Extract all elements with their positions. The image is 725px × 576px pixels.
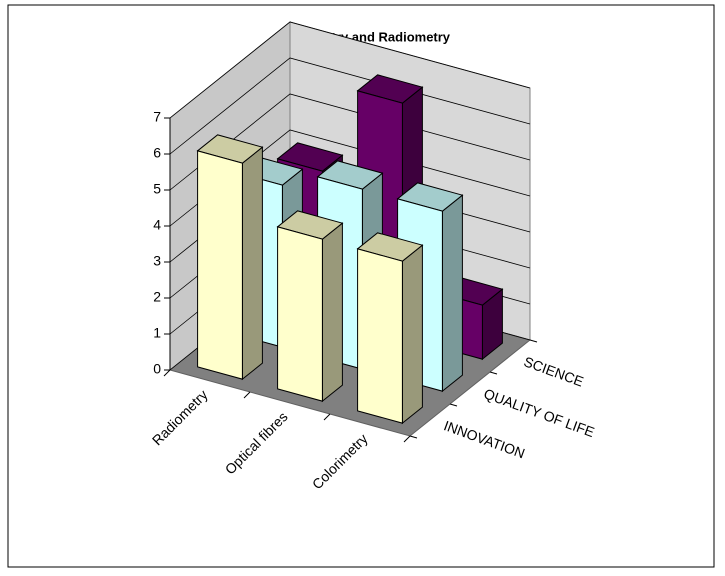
bar-side [441, 194, 463, 393]
y-tick-label: 0 [153, 361, 161, 377]
y-tick-label: 3 [153, 253, 161, 269]
x-tick [243, 391, 251, 399]
bar [277, 226, 323, 402]
y-tick-label: 5 [153, 181, 161, 197]
grid-line [169, 21, 531, 119]
bar-side [241, 146, 263, 381]
y-tick-label: 6 [153, 145, 161, 161]
bar [357, 248, 403, 424]
y-tick-label: 1 [153, 325, 161, 341]
bar-side [321, 222, 343, 403]
x-tick [163, 369, 171, 377]
bar-side [401, 244, 423, 425]
x-tick [323, 413, 331, 421]
grid-line [169, 57, 531, 155]
z-tick [409, 435, 418, 439]
z-tick [529, 339, 538, 343]
y-tick-label: 7 [153, 109, 161, 125]
z-tick [489, 371, 498, 375]
z-tick [449, 403, 458, 407]
y-tick-label: 2 [153, 289, 161, 305]
x-tick [403, 435, 411, 443]
y-tick-label: 4 [153, 217, 161, 233]
bar [197, 150, 243, 380]
